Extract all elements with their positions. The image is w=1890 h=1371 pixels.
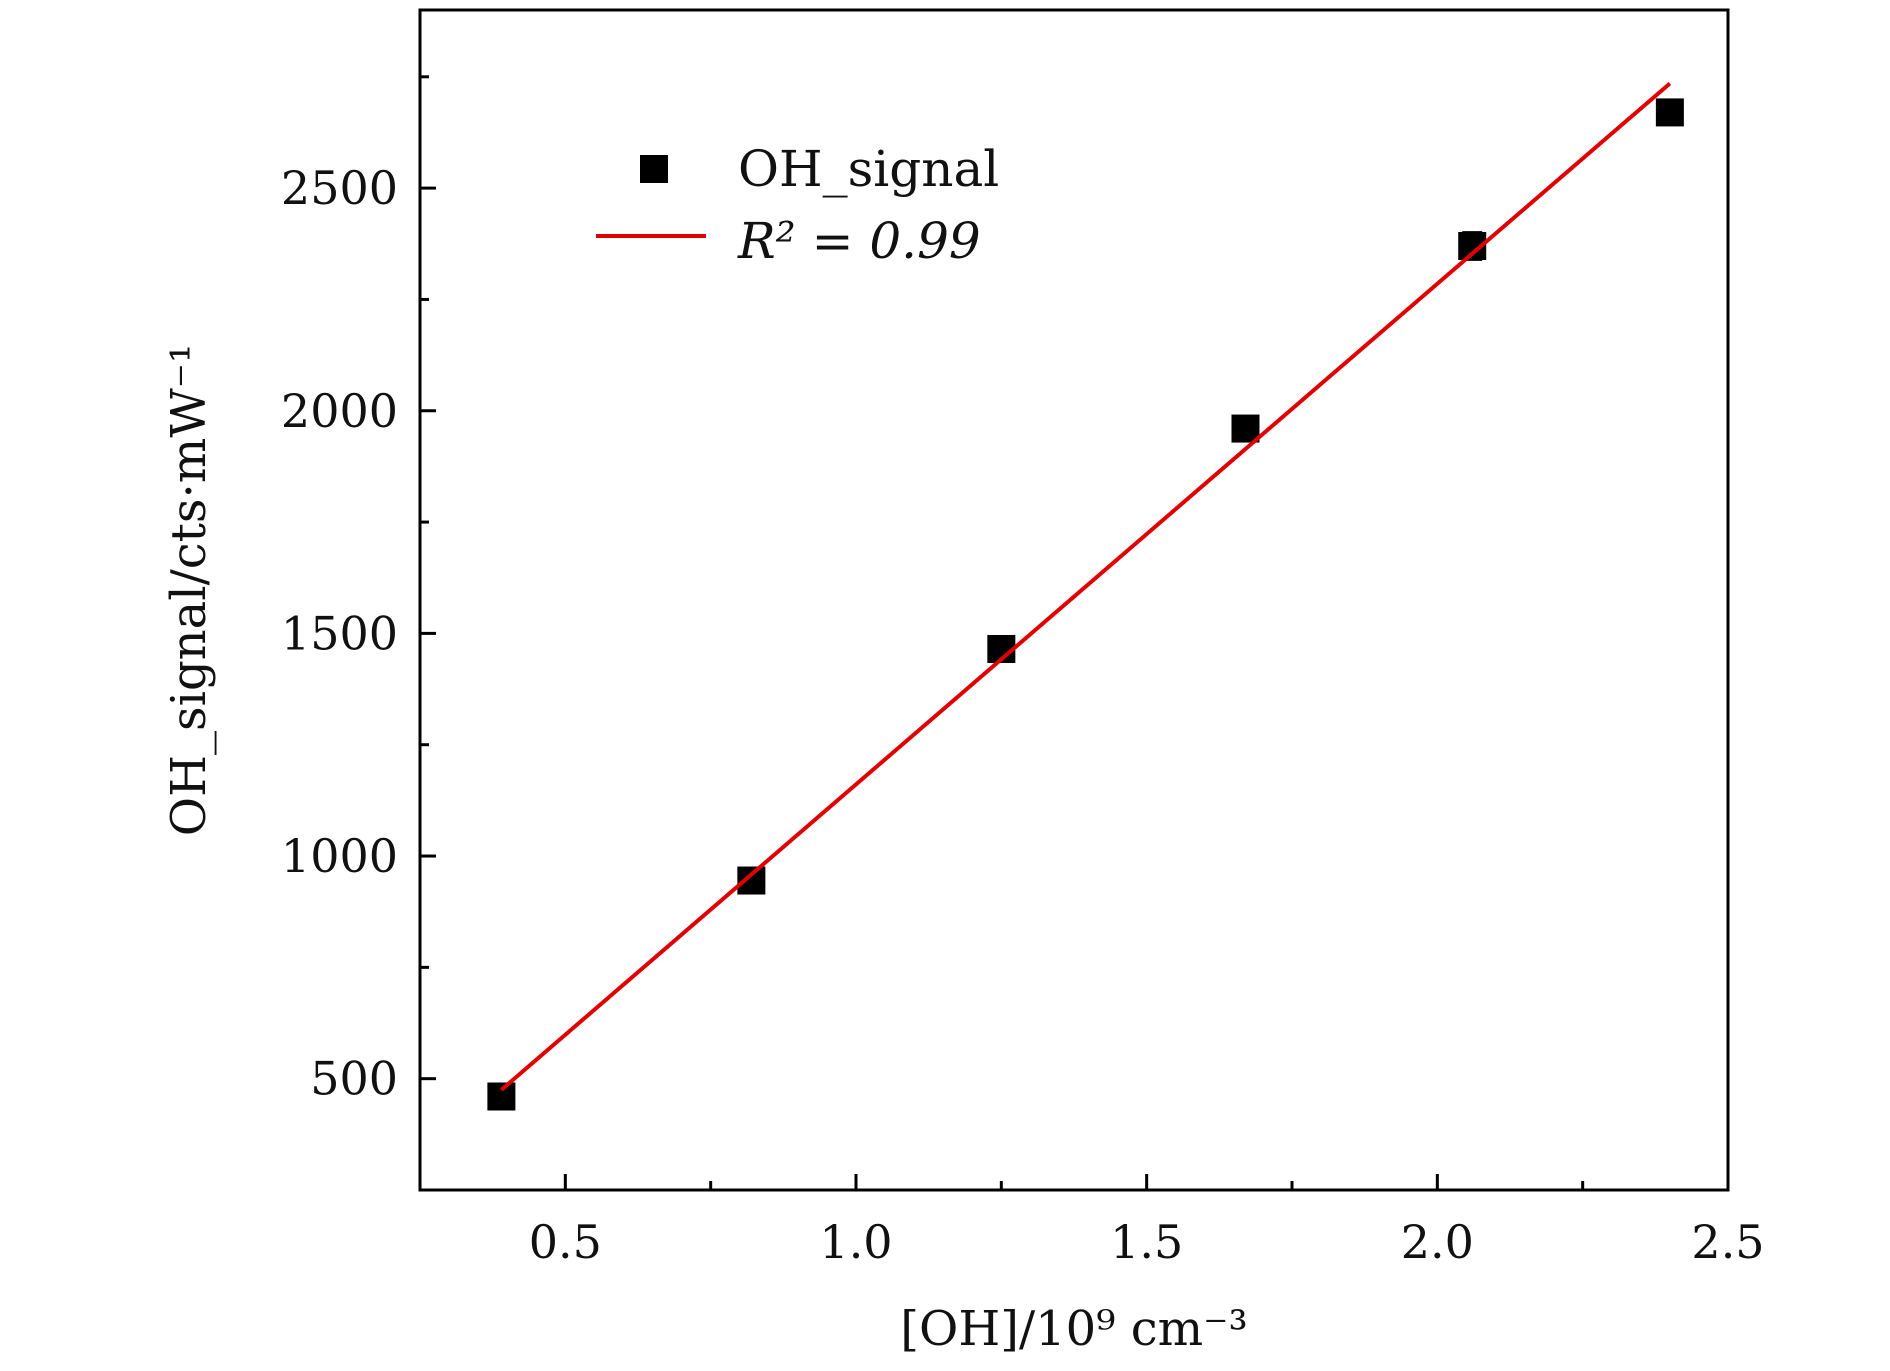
y-tick-label: 2000 <box>281 384 398 438</box>
y-tick-label: 2500 <box>281 161 398 215</box>
legend-label-fit: R² = 0.99 <box>737 212 981 270</box>
data-point <box>1655 98 1684 127</box>
x-tick-label: 2.5 <box>1691 1215 1764 1269</box>
plot-frame <box>418 8 1730 1192</box>
series-layer <box>487 81 1684 1111</box>
legend: OH_signal R² = 0.99 <box>596 140 999 270</box>
data-point <box>1231 414 1260 443</box>
x-tick-label: 2.0 <box>1401 1215 1474 1269</box>
x-tick-label: 1.5 <box>1110 1215 1183 1269</box>
legend-label-oh-signal: OH_signal <box>738 140 999 198</box>
x-tick-label: 1.0 <box>819 1215 892 1269</box>
x-axis-label: [OH]/10⁹ cm⁻³ <box>900 1301 1247 1357</box>
y-tick-label: 500 <box>310 1052 398 1106</box>
y-tick-label: 1000 <box>281 829 398 883</box>
fit-line <box>500 81 1672 1092</box>
tick-labels: 0.5 1.0 1.5 2.0 2.5 500 1000 1500 2000 2500 <box>281 161 1765 1269</box>
y-tick-label: 1500 <box>281 606 398 660</box>
axis-ticks <box>420 75 1730 1190</box>
data-point <box>487 1082 516 1111</box>
legend-marker-square <box>640 155 668 183</box>
x-tick-label: 0.5 <box>529 1215 602 1269</box>
y-axis-label: OH_signal/cts·mW⁻¹ <box>161 344 217 836</box>
